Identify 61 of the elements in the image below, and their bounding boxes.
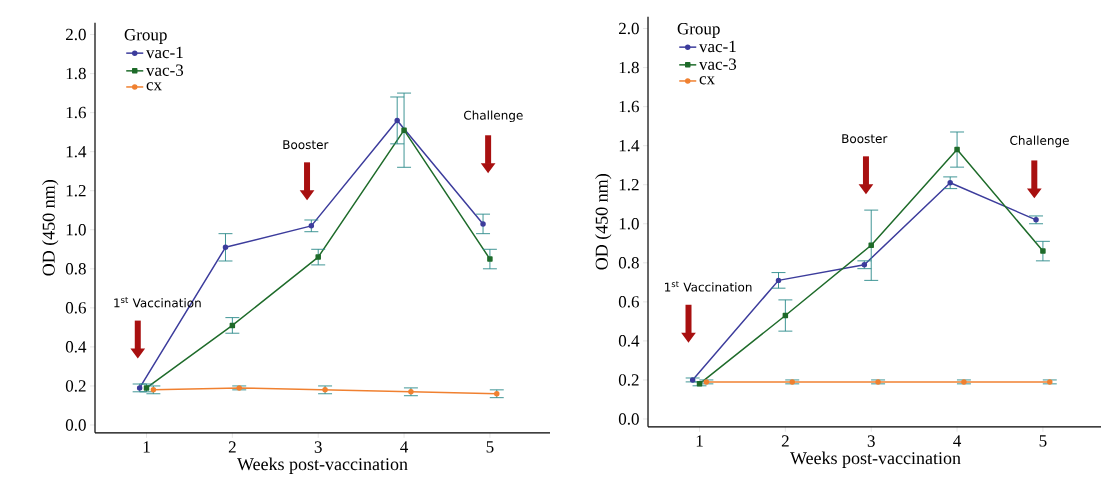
annotation: Challenge: [464, 110, 523, 123]
point: [480, 221, 486, 227]
y-tick-label: 0.6: [65, 302, 86, 314]
annotation: Challenge: [1010, 135, 1069, 148]
x-tick-label: 1: [143, 441, 150, 453]
y-tick-label: 0.2: [65, 380, 86, 392]
point: [315, 254, 321, 260]
y-tick-label: 1.8: [66, 67, 86, 80]
x-tick-label: 2: [781, 435, 789, 447]
legend-label: vac-1: [145, 46, 183, 59]
point: [954, 146, 960, 153]
y-axis-title: OD (450 nm): [42, 180, 59, 276]
point: [401, 127, 407, 133]
y-tick-label: 0.4: [618, 335, 640, 347]
y-tick-label: 1.6: [66, 106, 86, 119]
y-tick-label: 1.6: [619, 100, 640, 113]
y-tick-label: 0.4: [65, 341, 87, 353]
y-tick-label: 0.0: [65, 419, 86, 431]
point: [308, 223, 315, 229]
y-tick-label: 0.8: [65, 263, 86, 275]
x-tick-label: 3: [867, 435, 875, 447]
x-tick-label: 4: [953, 435, 962, 447]
legend-label: vac-3: [698, 58, 737, 70]
x-axis-title: Weeks post-vaccination: [790, 451, 961, 468]
x-tick-label: 5: [1039, 435, 1047, 447]
point: [947, 180, 953, 186]
legend-title: Group: [677, 23, 720, 38]
legend-title: Group: [124, 29, 167, 44]
x-tick-label: 1: [696, 435, 703, 447]
legend-label: vac-3: [145, 64, 184, 76]
y-tick-label: 0.0: [618, 413, 639, 425]
y-tick-label: 1.4: [619, 139, 640, 152]
point: [1040, 248, 1046, 254]
y-tick-label: 0.2: [618, 374, 639, 386]
legend-label: vac-1: [698, 40, 736, 53]
y-axis-title: OD (450 nm): [595, 174, 612, 270]
x-tick-label: 2: [228, 441, 236, 453]
annotation: Booster: [842, 134, 888, 144]
y-tick-label: 1.0: [66, 223, 86, 236]
y-tick-label: 2.0: [619, 22, 639, 35]
point: [868, 242, 874, 248]
x-tick-label: 5: [486, 441, 494, 453]
point: [775, 277, 782, 284]
y-tick-label: 0.6: [618, 296, 640, 308]
y-tick-label: 1.4: [66, 145, 87, 158]
y-tick-label: 1.2: [66, 184, 86, 197]
annotation: 1$^{st}$ Vaccination: [665, 281, 752, 292]
x-axis-title: Weeks post-vaccination: [237, 457, 408, 474]
annotation: Booster: [283, 140, 329, 150]
y-tick-label: 1.8: [619, 61, 639, 74]
legend-label: cx: [699, 76, 715, 85]
x-tick-label: 3: [314, 441, 322, 453]
y-tick-label: 0.8: [618, 257, 639, 269]
legend-label: cx: [146, 82, 162, 91]
y-tick-label: 1.0: [619, 217, 639, 230]
x-tick-label: 4: [400, 441, 409, 453]
point: [394, 117, 400, 124]
point: [487, 256, 493, 262]
point: [222, 244, 229, 251]
y-tick-label: 1.2: [619, 178, 639, 191]
y-tick-label: 2.0: [66, 28, 86, 41]
